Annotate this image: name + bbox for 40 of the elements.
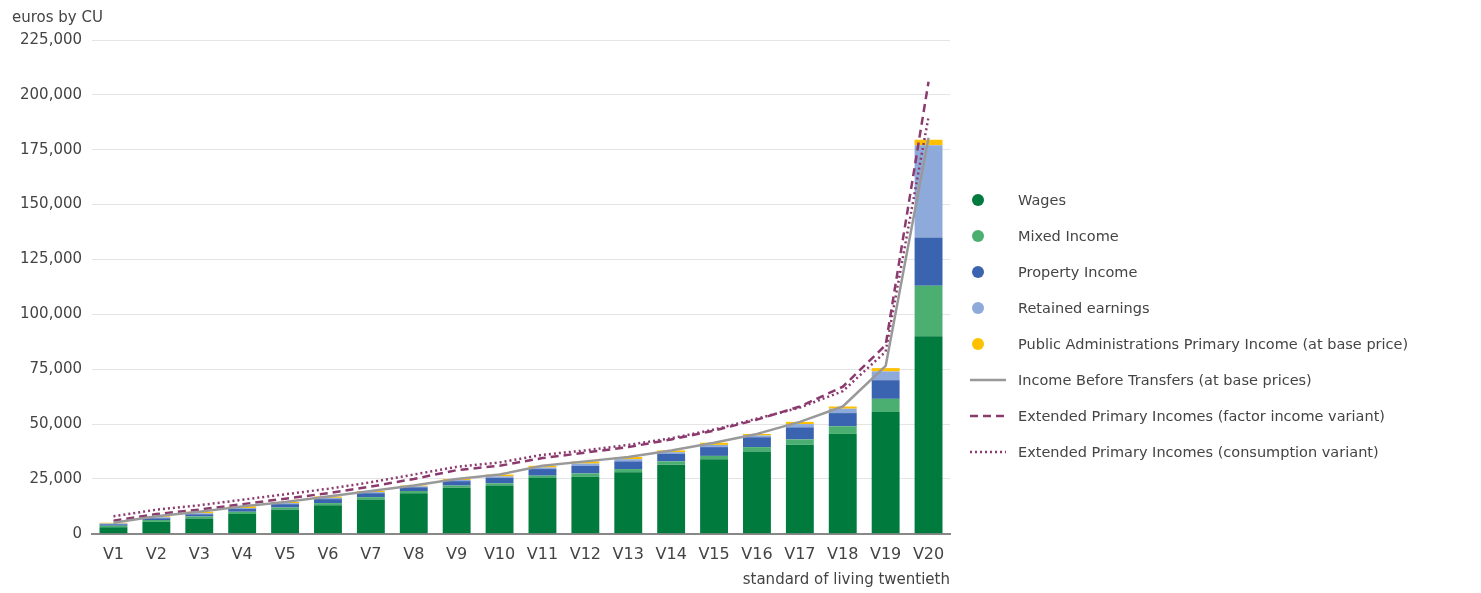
x-tick-label: V20	[912, 543, 945, 563]
y-axis-title: euros by CU	[12, 8, 103, 27]
legend-label: Property Income	[1018, 264, 1138, 280]
x-tick-label: V5	[274, 543, 296, 563]
x-tick-label: V12	[569, 543, 602, 563]
y-tick-label: 25,000	[29, 468, 83, 487]
x-tick-label: V4	[231, 543, 253, 563]
y-tick-label: 100,000	[20, 304, 83, 323]
y-tick-label: 150,000	[20, 194, 83, 213]
legend-label: Extended Primary Incomes (factor income variant)	[1018, 408, 1385, 424]
y-tick-label: 175,000	[20, 139, 83, 158]
x-tick-label: V8	[403, 543, 425, 563]
x-tick-label: V11	[526, 543, 559, 563]
x-tick-label: V2	[145, 543, 167, 563]
y-tick-label: 75,000	[29, 359, 83, 378]
x-tick-label: V14	[655, 543, 687, 563]
y-tick-label: 0	[72, 523, 83, 542]
x-tick-label: V7	[360, 543, 382, 563]
y-tick-label: 225,000	[20, 29, 83, 48]
x-tick-label: V3	[188, 543, 210, 563]
legend-label: Mixed Income	[1018, 228, 1119, 244]
legend-label: Income Before Transfers (at base prices)	[1018, 372, 1312, 388]
legend-label: Extended Primary Incomes (consumption variant)	[1018, 444, 1379, 460]
x-tick-label: V18	[827, 543, 859, 563]
x-tick-label: V19	[870, 543, 902, 563]
y-tick-label: 50,000	[29, 413, 83, 432]
x-tick-label: V1	[102, 543, 125, 563]
legend-label: Public Administrations Primary Income (at base price)	[1018, 336, 1409, 352]
x-tick-label: V15	[698, 543, 730, 563]
x-tick-label: V13	[612, 543, 644, 563]
x-tick-label: V6	[317, 543, 339, 563]
x-axis-title: standard of living twentieth	[742, 569, 950, 588]
x-tick-label: V16	[741, 543, 773, 563]
x-tick-label: V17	[784, 543, 816, 563]
x-tick-label: V10	[483, 543, 516, 563]
legend-label: Retained earnings	[1018, 300, 1150, 316]
x-tick-label: V9	[446, 543, 468, 563]
legend-label: Wages	[1018, 192, 1066, 208]
y-tick-label: 125,000	[20, 249, 83, 268]
y-tick-label: 200,000	[20, 84, 83, 103]
